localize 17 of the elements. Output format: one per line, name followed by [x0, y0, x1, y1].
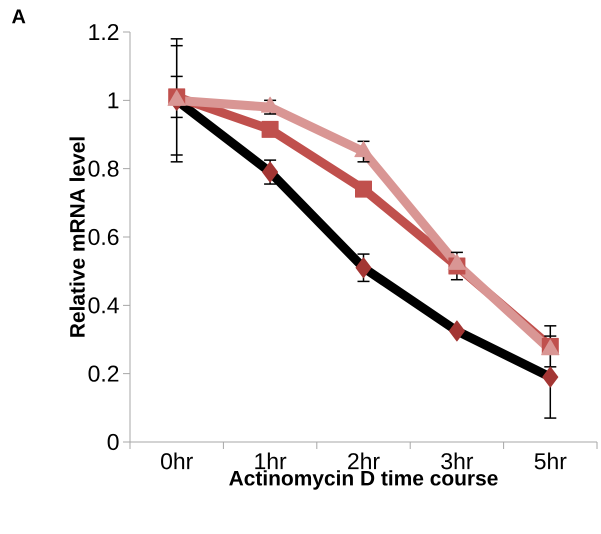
- x-tick-label: 0hr: [161, 452, 193, 470]
- y-tick-label: 0.2: [88, 366, 118, 382]
- point: [262, 120, 279, 138]
- y-tick-label: 0.8: [88, 160, 118, 177]
- x-tick-label: 3hr: [441, 452, 474, 470]
- x-axis-title: Actinomycin D time course: [229, 470, 498, 490]
- y-tick-label: 1: [108, 92, 118, 108]
- point: [355, 180, 372, 198]
- y-tick-label: 0: [108, 434, 119, 450]
- x-tick-label: 2hr: [348, 452, 380, 470]
- y-axis-title: Relative mRNA level: [69, 137, 85, 337]
- y-tick-label: 0.6: [88, 228, 118, 246]
- x-tick-label: 1hr: [255, 452, 286, 470]
- x-tick-label: 5hr: [534, 452, 566, 470]
- text: A: [12, 10, 26, 24]
- y-tick-label: 0.4: [88, 297, 119, 314]
- y-tick-label: 1.2: [89, 24, 118, 40]
